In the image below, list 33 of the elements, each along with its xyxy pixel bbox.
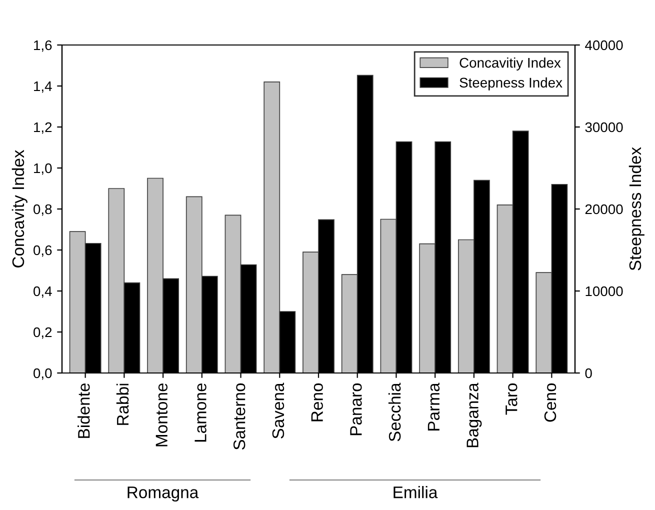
x-tick-label: Savena (272, 382, 284, 438)
text: Emilia (394, 486, 438, 498)
x-tick-label: Lamone (194, 383, 206, 442)
y-tick-label: 0,8 (34, 204, 52, 216)
x-tick-label: Santerno (233, 383, 246, 450)
y2-axis-title: Steepness Index (628, 147, 644, 270)
legend-label: Concavitiy Index (460, 58, 561, 70)
y2-tick-label: 30000 (585, 122, 623, 132)
x-tick-label: Reno (311, 383, 323, 422)
y-tick-label: 1,2 (34, 122, 52, 134)
x-tick-label: Taro (506, 383, 518, 415)
x-tick-label: Secchia (388, 382, 401, 442)
x-tick-label: Rabbi (116, 384, 129, 425)
x-tick-label: Parma (428, 382, 440, 430)
x-tick-label: Bidente (78, 383, 90, 438)
x-tick-label: Panaro (350, 383, 362, 436)
y-tick-label: 1,6 (34, 40, 52, 52)
y-tick-label: 0,6 (34, 245, 52, 257)
y-axis-title: Concavity Index (12, 150, 28, 268)
y-tick-label: 1,4 (34, 81, 52, 93)
y2-tick-label: 20000 (585, 204, 623, 214)
y-tick-label: 0,2 (34, 327, 52, 339)
x-tick-label: Ceno (544, 383, 556, 422)
text: Romagna (128, 486, 199, 502)
y-tick-label: 1,0 (34, 163, 52, 175)
y2-tick-label: 0 (585, 368, 592, 378)
y-tick-label: 0,0 (34, 368, 52, 380)
legend-label: Steepness Index (460, 77, 562, 90)
y-tick-label: 0,4 (34, 286, 52, 298)
y2-tick-label: 10000 (586, 286, 623, 296)
y2-tick-label: 40000 (585, 40, 623, 50)
x-tick-label: Montone (156, 383, 168, 446)
x-tick-label: Baganza (466, 382, 482, 448)
